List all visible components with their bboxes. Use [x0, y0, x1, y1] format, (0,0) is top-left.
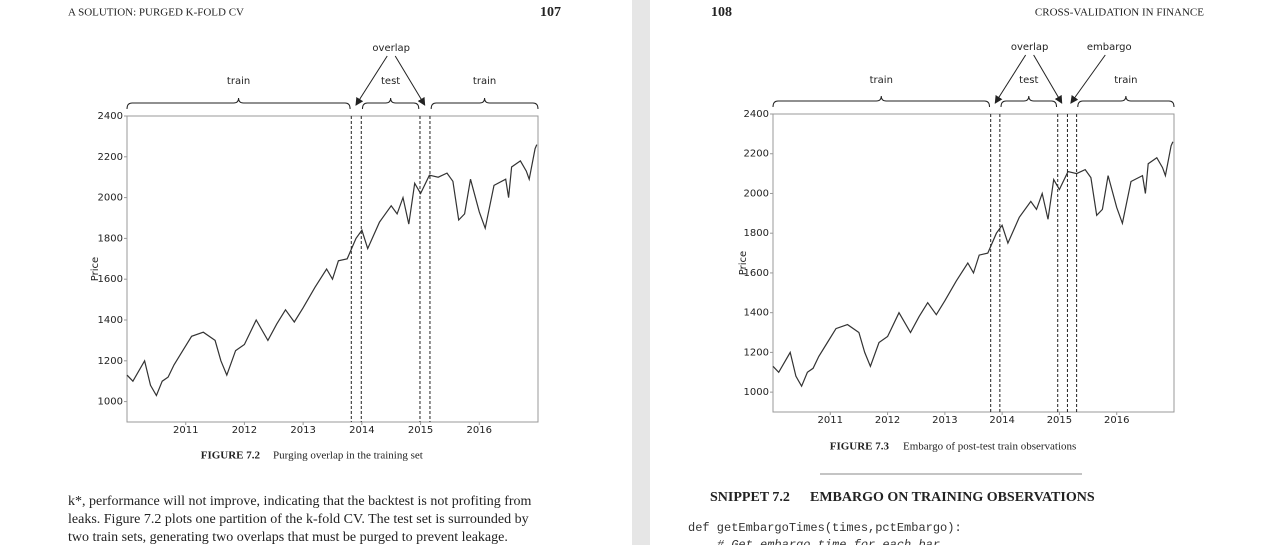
- annotation-label: overlap: [1011, 42, 1049, 53]
- y-tick-label: 1000: [98, 397, 123, 408]
- brace-label: test: [1019, 75, 1038, 86]
- brace-label: test: [381, 76, 400, 87]
- plot-frame: [772, 113, 1175, 413]
- y-tick-label: 1600: [744, 268, 769, 279]
- annotation-arrow: [1070, 54, 1106, 104]
- y-tick-label: 2200: [744, 149, 769, 160]
- x-tick-label: 2016: [467, 425, 492, 436]
- y-tick-label: 1400: [98, 315, 123, 326]
- y-tick-label: 1800: [98, 233, 123, 244]
- y-tick-label: 1000: [744, 387, 769, 398]
- gutter: [632, 0, 650, 545]
- brace-label: train: [870, 75, 893, 86]
- code-line: # Get embargo time for each bar: [688, 538, 940, 545]
- code-line: def getEmbargoTimes(times,pctEmbargo):: [688, 521, 962, 535]
- snippet-number: SNIPPET 7.2: [710, 490, 790, 505]
- x-tick-label: 2014: [989, 415, 1014, 426]
- figure-caption: Embargo of post-test train observations: [903, 441, 1076, 453]
- page-number: 108: [711, 5, 732, 20]
- x-tick-label: 2015: [408, 425, 433, 436]
- y-axis-label: Price: [90, 257, 101, 281]
- annotation-arrow: [1033, 54, 1063, 104]
- x-tick-label: 2012: [232, 425, 257, 436]
- annotation-arrow: [994, 54, 1027, 104]
- paragraph-line: leaks. Figure 7.2 plots one partition of…: [68, 512, 529, 527]
- x-tick-label: 2015: [1047, 415, 1072, 426]
- x-tick-label: 2013: [932, 415, 957, 426]
- brace: [361, 97, 420, 110]
- y-tick-label: 1200: [744, 347, 769, 358]
- brace-label: train: [1114, 75, 1137, 86]
- paragraph-line: two train sets, generating two overlaps …: [68, 530, 508, 545]
- annotation-arrow: [394, 55, 426, 106]
- brace: [1077, 95, 1175, 108]
- brace: [430, 97, 539, 110]
- y-axis-label: Price: [738, 251, 749, 275]
- figure-caption: Purging overlap in the training set: [273, 450, 423, 462]
- y-tick-label: 2200: [98, 152, 123, 163]
- y-tick-label: 2000: [744, 188, 769, 199]
- y-tick-label: 2400: [98, 111, 123, 122]
- y-tick-label: 1200: [98, 356, 123, 367]
- brace-label: train: [473, 76, 496, 87]
- running-head: A SOLUTION: PURGED K-FOLD CV: [68, 7, 244, 19]
- annotation-label: overlap: [372, 43, 410, 54]
- plot-frame: [126, 115, 539, 423]
- x-tick-label: 2014: [349, 425, 374, 436]
- paragraph-line: k*, performance will not improve, indica…: [68, 494, 532, 509]
- page-number: 107: [540, 5, 561, 20]
- x-tick-label: 2011: [818, 415, 843, 426]
- running-head: CROSS-VALIDATION IN FINANCE: [1035, 7, 1204, 19]
- annotation-arrow: [355, 55, 388, 106]
- snippet-title: EMBARGO ON TRAINING OBSERVATIONS: [810, 490, 1095, 505]
- y-tick-label: 1800: [744, 228, 769, 239]
- brace: [126, 97, 351, 110]
- figure-number: FIGURE 7.2: [201, 450, 261, 462]
- x-tick-label: 2013: [290, 425, 315, 436]
- brace: [772, 95, 991, 108]
- brace-label: train: [227, 76, 250, 87]
- brace: [1000, 95, 1058, 108]
- x-tick-label: 2016: [1104, 415, 1129, 426]
- y-tick-label: 1400: [744, 308, 769, 319]
- x-tick-label: 2012: [875, 415, 900, 426]
- y-tick-label: 1600: [98, 274, 123, 285]
- price-line: [126, 144, 538, 397]
- figure-number: FIGURE 7.3: [830, 441, 890, 453]
- y-tick-label: 2000: [98, 193, 123, 204]
- y-tick-label: 2400: [744, 109, 769, 120]
- price-line: [772, 141, 1174, 388]
- annotation-label: embargo: [1087, 42, 1132, 53]
- x-tick-label: 2011: [173, 425, 198, 436]
